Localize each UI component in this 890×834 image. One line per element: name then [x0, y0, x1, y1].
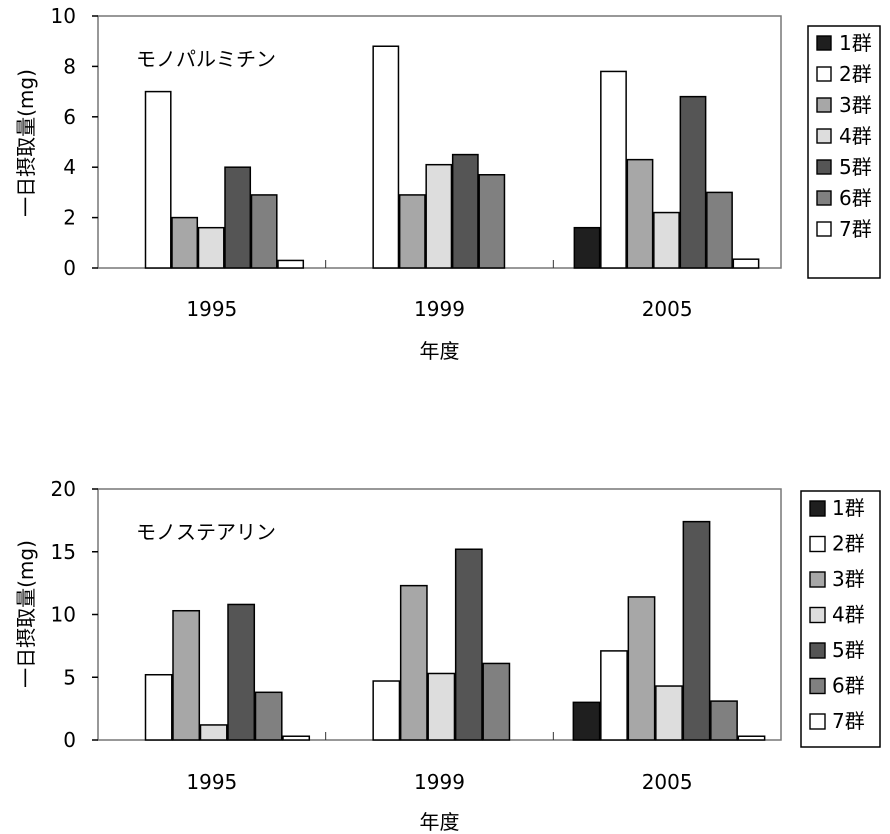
legend-label-7群: 7群	[839, 217, 872, 241]
bar-1999-2群	[372, 45, 400, 269]
bar-1995-3群	[172, 609, 201, 741]
bar-1995-7群	[282, 735, 311, 741]
legend-swatch-4群	[816, 128, 832, 144]
bar-1995-2群	[144, 673, 173, 741]
legend-label-7群: 7群	[832, 709, 865, 733]
legend-swatch-3群	[809, 571, 826, 588]
y-tick-label: 2	[63, 206, 76, 230]
x-tick-label: 1999	[414, 297, 465, 321]
bar-2005-1群	[573, 226, 601, 269]
bar-2005-6群	[710, 700, 738, 741]
y-tick-label: 5	[63, 665, 76, 689]
legend-swatch-1群	[816, 35, 832, 51]
bar-1999-5群	[454, 548, 483, 741]
y-tick-label: 10	[51, 4, 76, 28]
legend-label-3群: 3群	[832, 567, 865, 591]
bar-1999-3群	[398, 194, 426, 269]
bar-1999-6群	[478, 174, 506, 269]
bar-2005-6群	[706, 191, 733, 269]
bar-1995-3群	[171, 216, 199, 269]
bar-2005-2群	[600, 650, 628, 741]
legend-swatch-2群	[816, 66, 832, 82]
legend-label-6群: 6群	[839, 186, 872, 210]
x-tick-label: 1995	[186, 297, 237, 321]
y-tick-label: 10	[51, 603, 76, 627]
legend-label-5群: 5群	[832, 638, 865, 662]
legend-label-2群: 2群	[839, 62, 872, 86]
bar-2005-3群	[626, 158, 654, 269]
legend-swatch-2群	[809, 535, 826, 553]
bar-1995-2群	[144, 90, 172, 269]
legend-swatch-6群	[809, 677, 826, 695]
bar-2005-3群	[627, 596, 656, 741]
legend-label-1群: 1群	[832, 496, 865, 520]
bar-2005-4群	[655, 685, 683, 741]
bar-2005-7群	[732, 258, 760, 269]
bar-1999-6群	[482, 662, 511, 741]
bar-2005-2群	[600, 70, 627, 269]
bar-1999-2群	[372, 680, 401, 741]
bar-1995-6群	[250, 194, 278, 269]
legend-swatch-7群	[809, 713, 826, 730]
legend-label-4群: 4群	[832, 603, 865, 627]
y-tick-label: 4	[63, 155, 76, 179]
bar-1999-4群	[427, 672, 456, 741]
x-axis-title: 年度	[420, 810, 460, 834]
y-axis-title: 一日摂取量(mg)	[14, 69, 38, 217]
chart-title: モノパルミチン	[136, 47, 276, 71]
bar-1995-4群	[197, 226, 225, 269]
chart-title: モノステアリン	[136, 520, 276, 544]
legend-label-6群: 6群	[832, 674, 865, 698]
x-tick-label: 1999	[414, 770, 465, 794]
legend-swatch-7群	[816, 221, 832, 237]
bar-1995-4群	[199, 724, 228, 741]
legend-swatch-5群	[816, 159, 832, 175]
legend-label-1群: 1群	[839, 31, 872, 55]
bar-1995-5群	[224, 166, 252, 269]
legend-label-3群: 3群	[839, 93, 872, 117]
y-tick-label: 6	[63, 105, 76, 129]
legend-label-2群: 2群	[832, 532, 865, 556]
x-tick-label: 2005	[642, 297, 693, 321]
y-tick-label: 20	[51, 477, 76, 501]
bar-2005-7群	[737, 735, 766, 741]
legend-swatch-3群	[816, 97, 832, 113]
bar-2005-1群	[572, 701, 601, 741]
x-tick-label: 2005	[642, 770, 693, 794]
legend-label-4群: 4群	[839, 124, 872, 148]
y-tick-label: 0	[63, 256, 76, 280]
y-tick-label: 15	[51, 540, 76, 564]
bar-2005-5群	[679, 95, 707, 269]
legend: 1群 2群 3群 4群 5群 6群 7群	[807, 25, 881, 279]
legend-swatch-4群	[809, 606, 826, 624]
x-axis-title: 年度	[420, 339, 460, 363]
legend-swatch-1群	[809, 500, 826, 517]
x-tick-label: 1995	[186, 770, 237, 794]
y-tick-label: 8	[63, 54, 76, 78]
y-tick-label: 0	[63, 728, 76, 752]
bar-2005-5群	[682, 520, 711, 741]
y-axis-title: 一日摂取量(mg)	[14, 540, 38, 688]
bar-1999-3群	[399, 584, 428, 741]
bar-1995-6群	[254, 691, 283, 741]
bar-2005-4群	[653, 211, 680, 269]
bar-1999-4群	[425, 163, 453, 269]
legend: 1群 2群 3群 4群 5群 6群 7群	[800, 490, 881, 748]
legend-swatch-5群	[809, 642, 826, 659]
bar-1995-5群	[227, 603, 256, 741]
legend-label-5群: 5群	[839, 155, 872, 179]
legend-swatch-6群	[816, 190, 832, 206]
bar-1995-7群	[277, 259, 305, 269]
bar-1999-5群	[451, 153, 479, 269]
